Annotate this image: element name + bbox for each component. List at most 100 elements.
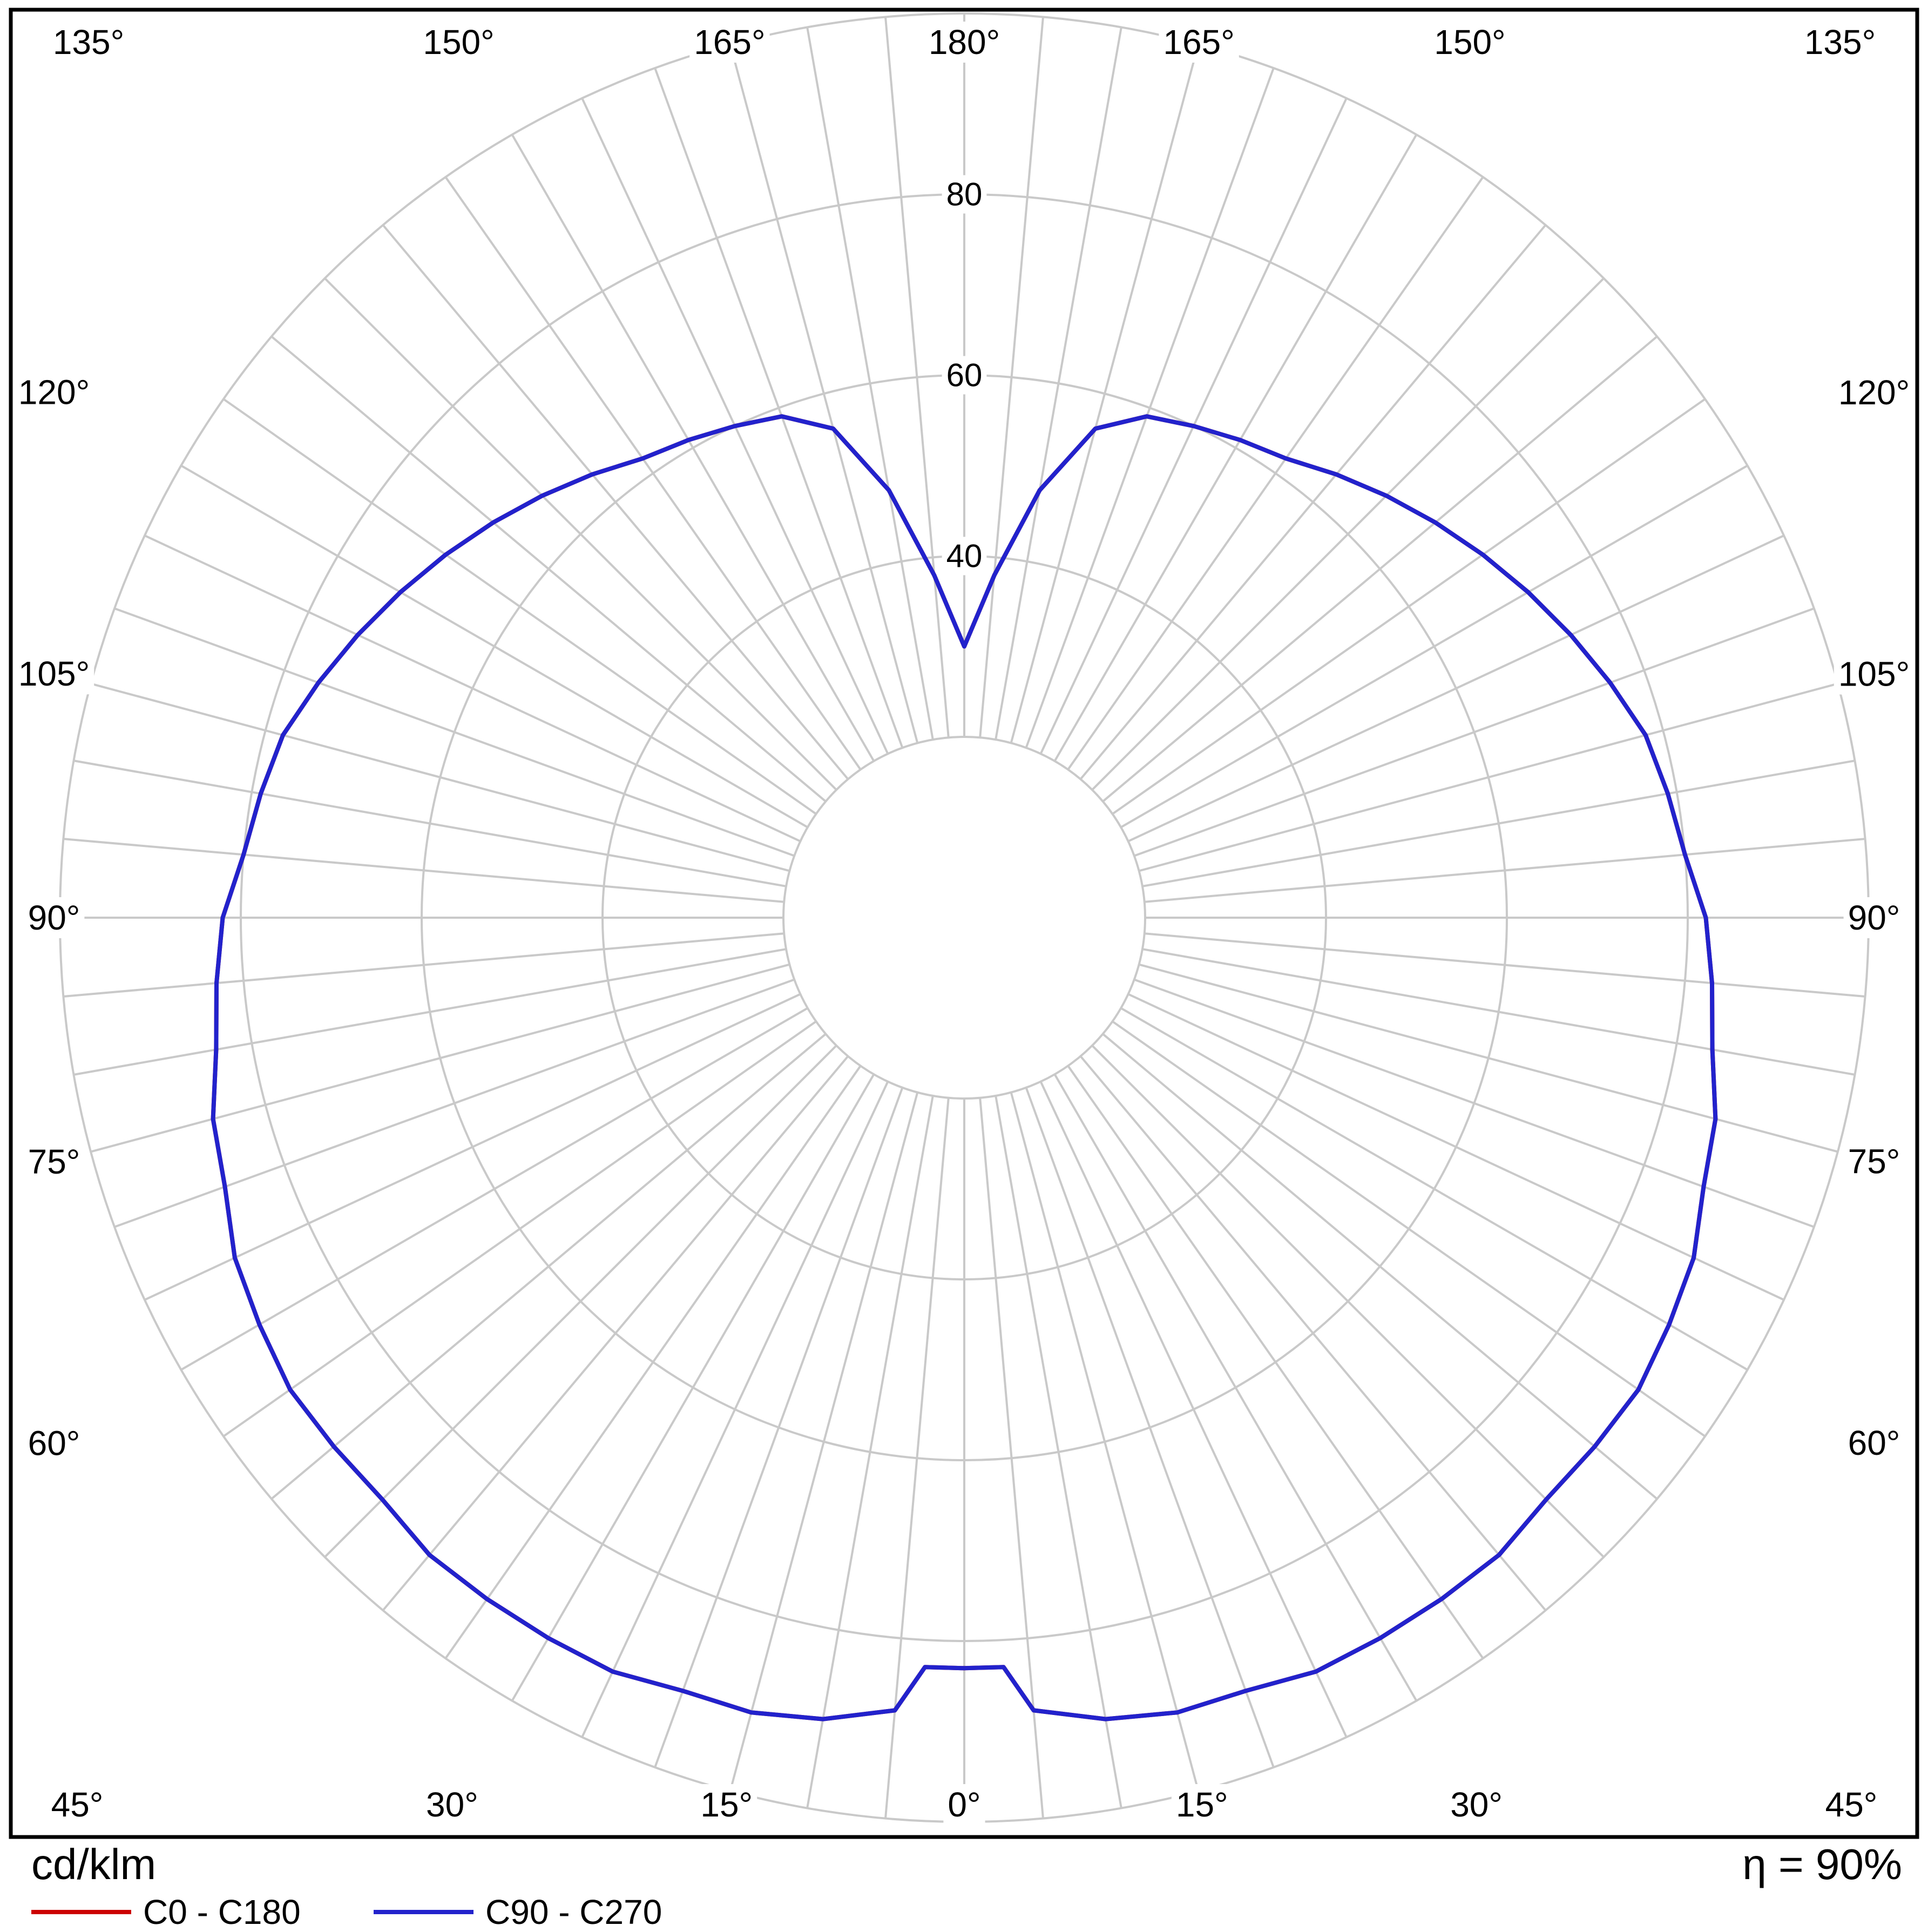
grid-spoke <box>73 948 787 1076</box>
svg-text:45°: 45° <box>1825 1785 1878 1824</box>
svg-text:0°: 0° <box>948 1785 980 1824</box>
grid-spoke <box>1139 682 1838 872</box>
grid-spoke <box>1142 760 1855 887</box>
grid-spoke <box>270 1033 827 1500</box>
grid-spoke <box>270 335 827 803</box>
grid-spoke <box>884 1097 950 1819</box>
grid-spoke <box>806 27 934 740</box>
polar-grid <box>59 12 1870 1823</box>
svg-text:165°: 165° <box>1163 23 1234 62</box>
svg-text:105°: 105° <box>1838 655 1910 694</box>
grid-spoke <box>324 277 837 791</box>
grid-spoke <box>979 17 1044 738</box>
svg-text:45°: 45° <box>51 1785 104 1824</box>
svg-text:60°: 60° <box>1848 1423 1900 1462</box>
svg-text:150°: 150° <box>423 23 494 62</box>
svg-text:80: 80 <box>946 177 983 213</box>
grid-spoke <box>729 1092 919 1792</box>
grid-spoke <box>324 1045 837 1558</box>
grid-spoke <box>90 682 790 872</box>
grid-spoke <box>222 398 817 815</box>
grid-spoke <box>511 1074 875 1701</box>
grid-spoke <box>1102 1033 1658 1500</box>
grid-spoke <box>114 978 795 1228</box>
grid-spoke <box>1067 1065 1484 1659</box>
grid-spoke <box>382 224 849 780</box>
grid-spoke <box>1053 134 1418 762</box>
svg-text:40: 40 <box>946 538 983 574</box>
grid-spoke <box>1039 1081 1348 1738</box>
grid-spoke <box>90 963 790 1153</box>
grid-spoke <box>1079 224 1547 780</box>
grid-spoke <box>444 176 862 770</box>
radial-unit-label: cd/klm <box>31 1840 157 1888</box>
grid-circle-20 <box>782 736 1146 1100</box>
chart-frame <box>9 8 1919 1839</box>
grid-spoke <box>581 1081 889 1738</box>
grid-spoke <box>1120 464 1748 829</box>
grid-spoke <box>995 1095 1122 1808</box>
radial-tick-labels: 40 60 80 <box>942 175 987 575</box>
grid-spoke <box>180 464 808 829</box>
svg-text:135°: 135° <box>53 23 124 62</box>
grid-spoke <box>1144 932 1865 998</box>
grid-spoke <box>63 838 784 903</box>
legend-label-c90-c270: C90 - C270 <box>485 1893 662 1931</box>
svg-text:120°: 120° <box>1838 373 1910 412</box>
svg-text:60°: 60° <box>28 1423 80 1462</box>
grid-spoke <box>1010 1092 1200 1792</box>
svg-text:120°: 120° <box>18 373 90 412</box>
svg-text:15°: 15° <box>700 1785 753 1824</box>
curve-c90-c270 <box>211 414 1718 1721</box>
legend-line-c90-c270 <box>374 1910 473 1914</box>
grid-spoke <box>1127 993 1784 1301</box>
svg-text:75°: 75° <box>1848 1142 1900 1181</box>
grid-spoke <box>1025 1087 1275 1768</box>
grid-spoke <box>144 534 801 843</box>
grid-spoke <box>1091 277 1605 791</box>
grid-spoke <box>1010 44 1200 743</box>
legend-label-c0-c180: C0 - C180 <box>143 1893 301 1931</box>
grid-spoke <box>144 993 801 1301</box>
svg-text:60: 60 <box>946 357 983 394</box>
grid-spoke <box>995 27 1122 740</box>
grid-spoke <box>806 1095 934 1808</box>
grid-spoke <box>1120 1007 1748 1371</box>
grid-spoke <box>382 1055 849 1611</box>
svg-text:90°: 90° <box>28 898 80 937</box>
grid-spoke <box>114 607 795 857</box>
grid-spoke <box>1139 963 1838 1153</box>
grid-spoke <box>1112 398 1706 815</box>
grid-spoke <box>444 1065 862 1659</box>
grid-spoke <box>1079 1055 1547 1611</box>
grid-spoke <box>73 760 787 887</box>
grid-spoke <box>222 1020 817 1438</box>
grid-spoke <box>884 17 950 738</box>
grid-spoke <box>1025 67 1275 748</box>
grid-spoke <box>1091 1045 1605 1558</box>
svg-text:30°: 30° <box>1450 1785 1503 1824</box>
svg-text:30°: 30° <box>426 1785 478 1824</box>
grid-spoke <box>979 1097 1044 1819</box>
legend-line-c0-c180 <box>31 1910 131 1914</box>
grid-spoke <box>1127 534 1784 843</box>
grid-spoke <box>1142 948 1855 1076</box>
svg-text:15°: 15° <box>1176 1785 1228 1824</box>
grid-spoke <box>1102 335 1658 803</box>
grid-spoke <box>63 932 784 998</box>
svg-text:180°: 180° <box>929 23 1000 62</box>
grid-spoke <box>1067 176 1484 770</box>
svg-text:105°: 105° <box>18 654 90 693</box>
svg-text:135°: 135° <box>1804 23 1876 62</box>
grid-spoke <box>1144 838 1865 903</box>
angle-labels: 0° 15° 15° 30° 30° 45° 45° 60° 60° 75° 75° 90° 90° 10… <box>13 22 1915 1825</box>
grid-spoke <box>180 1007 808 1371</box>
legend-item-c90-c270: C90 - C270 <box>374 1893 662 1931</box>
svg-text:75°: 75° <box>28 1142 80 1181</box>
grid-spoke <box>654 1087 904 1768</box>
efficiency-label: η = 90% <box>1742 1840 1902 1888</box>
grid-spoke <box>511 134 875 762</box>
grid-spoke <box>1134 607 1815 857</box>
